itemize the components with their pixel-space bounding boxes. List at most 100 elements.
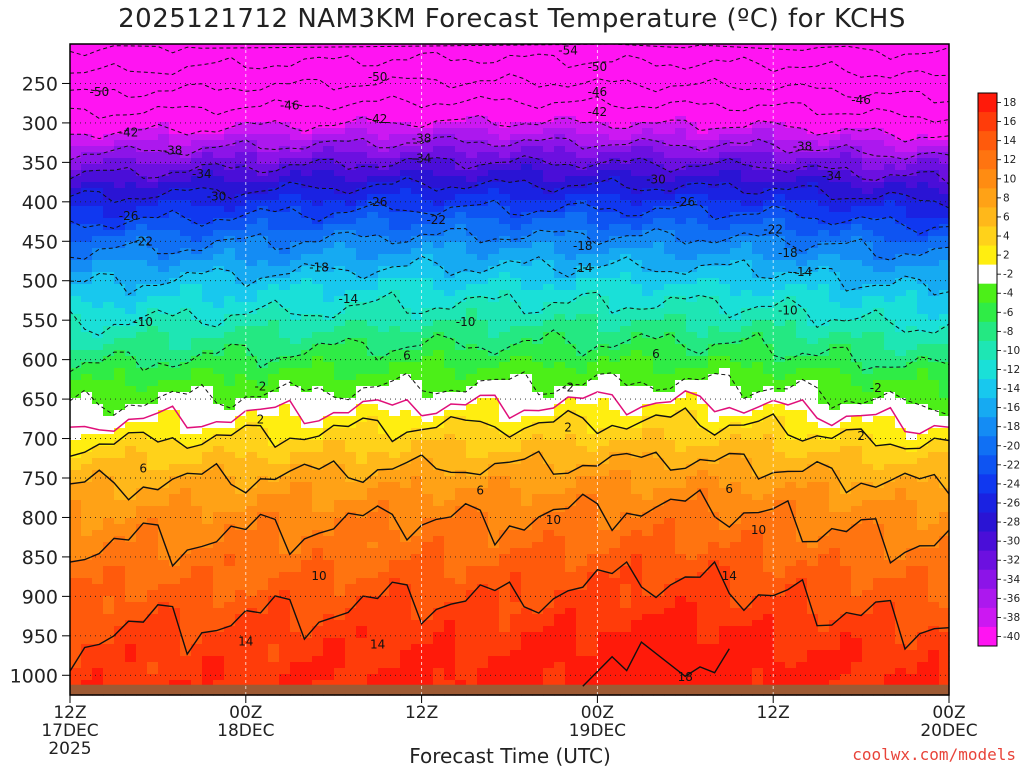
heatmap-cell bbox=[345, 182, 357, 189]
heatmap-cell bbox=[356, 134, 368, 141]
heatmap-cell bbox=[719, 314, 731, 321]
heatmap-cell bbox=[279, 176, 291, 183]
heatmap-cell bbox=[92, 356, 104, 363]
heatmap-cell bbox=[136, 230, 148, 237]
heatmap-cell bbox=[840, 272, 852, 279]
heatmap-cell bbox=[81, 224, 93, 231]
heatmap-cell bbox=[334, 392, 346, 399]
heatmap-cell bbox=[928, 44, 940, 51]
heatmap-cell bbox=[477, 266, 489, 273]
heatmap-cell bbox=[202, 194, 214, 201]
heatmap-cell bbox=[532, 122, 544, 129]
heatmap-cell bbox=[213, 56, 225, 63]
heatmap-cell bbox=[466, 350, 478, 357]
heatmap-cell bbox=[389, 224, 401, 231]
heatmap-cell bbox=[697, 368, 709, 375]
heatmap-cell bbox=[521, 290, 533, 297]
heatmap-cell bbox=[653, 344, 665, 351]
heatmap-cell bbox=[191, 128, 203, 135]
heatmap-cell bbox=[246, 302, 258, 309]
heatmap-cell bbox=[290, 386, 302, 393]
heatmap-cell bbox=[873, 152, 885, 159]
heatmap-cell bbox=[323, 146, 335, 153]
heatmap-cell bbox=[884, 122, 896, 129]
heatmap-cell bbox=[741, 50, 753, 57]
heatmap-cell bbox=[279, 194, 291, 201]
heatmap-cell bbox=[191, 392, 203, 399]
heatmap-cell bbox=[125, 332, 137, 339]
heatmap-cell bbox=[488, 86, 500, 93]
heatmap-cell bbox=[158, 170, 170, 177]
heatmap-cell bbox=[939, 296, 950, 303]
heatmap-cell bbox=[741, 212, 753, 219]
heatmap-cell bbox=[411, 206, 423, 213]
heatmap-cell bbox=[884, 368, 896, 375]
heatmap-cell bbox=[136, 344, 148, 351]
heatmap-cell bbox=[334, 188, 346, 195]
heatmap-cell bbox=[543, 116, 555, 123]
heatmap-cell bbox=[103, 200, 115, 207]
heatmap-cell bbox=[521, 344, 533, 351]
heatmap-cell bbox=[81, 416, 93, 423]
heatmap-cell bbox=[939, 140, 950, 147]
heatmap-cell bbox=[279, 236, 291, 243]
heatmap-cell bbox=[301, 242, 313, 249]
heatmap-cell bbox=[411, 134, 423, 141]
heatmap-cell bbox=[345, 92, 357, 99]
heatmap-cell bbox=[400, 332, 412, 339]
heatmap-cell bbox=[587, 68, 599, 75]
heatmap-cell bbox=[829, 116, 841, 123]
heatmap-cell bbox=[334, 80, 346, 87]
heatmap-cell bbox=[697, 350, 709, 357]
heatmap-cell bbox=[433, 74, 445, 81]
heatmap-cell bbox=[268, 92, 280, 99]
heatmap-cell bbox=[81, 140, 93, 147]
heatmap-cell bbox=[213, 206, 225, 213]
heatmap-cell bbox=[543, 272, 555, 279]
heatmap-cell bbox=[796, 410, 808, 417]
heatmap-cell bbox=[521, 332, 533, 339]
heatmap-cell bbox=[686, 200, 698, 207]
heatmap-cell bbox=[675, 116, 687, 123]
heatmap-cell bbox=[939, 80, 950, 87]
heatmap-cell bbox=[587, 182, 599, 189]
heatmap-cell bbox=[499, 404, 511, 411]
heatmap-cell bbox=[246, 320, 258, 327]
heatmap-cell bbox=[895, 398, 907, 405]
heatmap-cell bbox=[510, 326, 522, 333]
heatmap-cell bbox=[257, 116, 269, 123]
heatmap-cell bbox=[169, 134, 181, 141]
heatmap-cell bbox=[180, 116, 192, 123]
heatmap-cell bbox=[180, 350, 192, 357]
heatmap-cell bbox=[532, 128, 544, 135]
heatmap-cell bbox=[785, 188, 797, 195]
heatmap-cell bbox=[92, 104, 104, 111]
heatmap-cell bbox=[686, 332, 698, 339]
heatmap-cell bbox=[334, 338, 346, 345]
heatmap-cell bbox=[191, 386, 203, 393]
heatmap-cell bbox=[81, 374, 93, 381]
heatmap-cell bbox=[730, 266, 742, 273]
heatmap-cell bbox=[455, 398, 467, 405]
heatmap-cell bbox=[642, 56, 654, 63]
heatmap-cell bbox=[840, 344, 852, 351]
heatmap-cell bbox=[499, 86, 511, 93]
heatmap-cell bbox=[642, 116, 654, 123]
heatmap-cell bbox=[598, 278, 610, 285]
heatmap-cell bbox=[851, 74, 863, 81]
heatmap-cell bbox=[785, 44, 797, 51]
heatmap-cell bbox=[653, 164, 665, 171]
heatmap-cell bbox=[785, 404, 797, 411]
heatmap-cell bbox=[609, 164, 621, 171]
heatmap-cell bbox=[741, 302, 753, 309]
heatmap-cell bbox=[81, 398, 93, 405]
heatmap-cell bbox=[191, 248, 203, 255]
heatmap-cell bbox=[554, 104, 566, 111]
heatmap-cell bbox=[587, 212, 599, 219]
heatmap-cell bbox=[169, 242, 181, 249]
heatmap-cell bbox=[455, 152, 467, 159]
heatmap-cell bbox=[191, 410, 203, 417]
heatmap-cell bbox=[125, 392, 137, 399]
heatmap-cell bbox=[455, 320, 467, 327]
